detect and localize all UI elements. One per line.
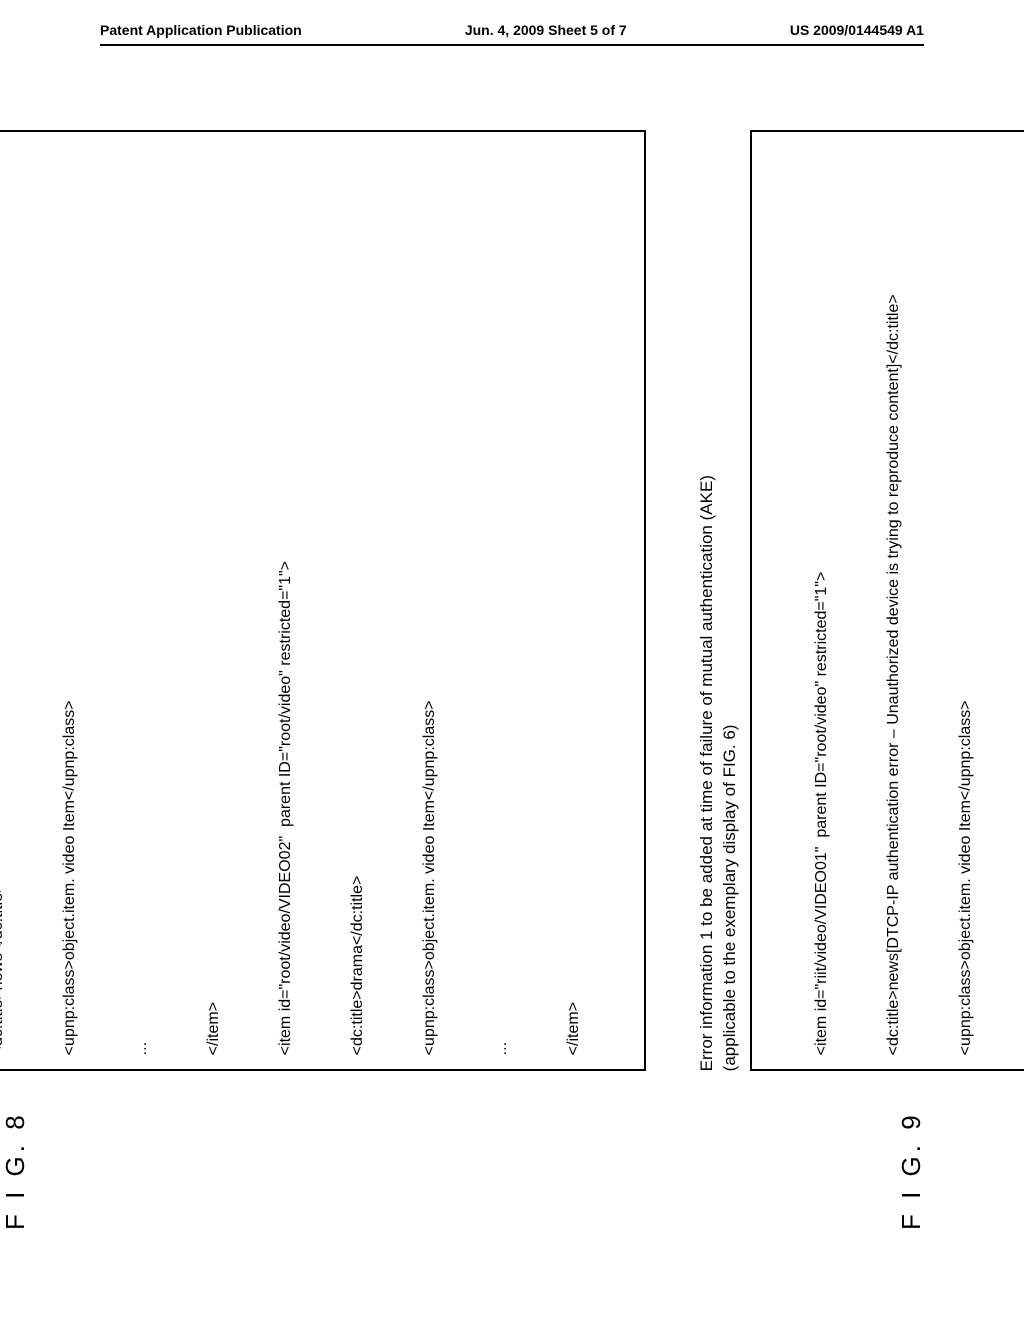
- code-line: <upnp:class>object.item. video Item</upn…: [418, 146, 442, 1055]
- rotated-content: F I G. 8 Content list information at tim…: [0, 290, 1024, 1070]
- fig9-caption: Error information 1 to be added at time …: [696, 130, 742, 1071]
- code-line: <item id="root/video/VIDEO02" parent ID=…: [274, 146, 298, 1055]
- page-header: Patent Application Publication Jun. 4, 2…: [0, 0, 1024, 44]
- code-line: <dc:title>news</dc:title>: [0, 146, 10, 1055]
- code-line: ...: [130, 146, 154, 1055]
- code-line: <dc:title>news[DTCP-IP authentication er…: [882, 146, 906, 1055]
- header-rule: [100, 44, 924, 46]
- fig9-codebox: <item id="riit/video/VIDEO01" parent ID=…: [750, 130, 1024, 1071]
- fig8-row: F I G. 8 Content list information at tim…: [0, 130, 646, 1230]
- code-line: </item>: [562, 146, 586, 1055]
- code-line: ...: [490, 146, 514, 1055]
- code-line: </item>: [202, 146, 226, 1055]
- code-line: <dc:title>drama</dc:title>: [346, 146, 370, 1055]
- header-center: Jun. 4, 2009 Sheet 5 of 7: [465, 22, 627, 38]
- code-line: <item id="riit/video/VIDEO01" parent ID=…: [810, 146, 834, 1055]
- fig8-codebox: <item id="riit/video/VIDEO01" parent ID=…: [0, 130, 646, 1071]
- code-line: <upnp:class>object.item. video Item</upn…: [58, 146, 82, 1055]
- fig9-block: Error information 1 to be added at time …: [696, 130, 1024, 1071]
- fig8-label: F I G. 8: [0, 1111, 31, 1230]
- code-line: <upnp:class>object.item. video Item</upn…: [954, 146, 978, 1055]
- fig8-block: Content list information at time of succ…: [0, 130, 646, 1071]
- header-left: Patent Application Publication: [100, 22, 302, 38]
- fig9-row: F I G. 9 Error information 1 to be added…: [696, 130, 1024, 1230]
- fig9-label: F I G. 9: [896, 1111, 927, 1230]
- header-right: US 2009/0144549 A1: [790, 22, 924, 38]
- content-inner: F I G. 8 Content list information at tim…: [0, 130, 580, 1230]
